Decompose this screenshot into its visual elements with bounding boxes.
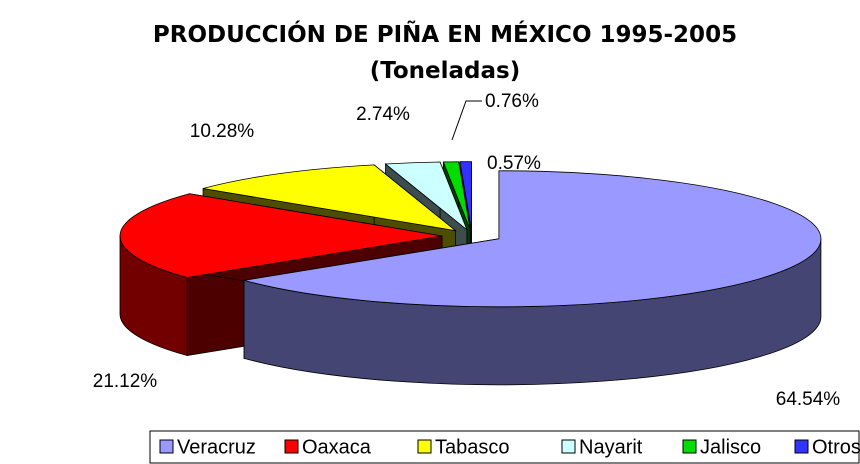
legend-swatch: [561, 439, 576, 454]
legend-swatch: [284, 439, 299, 454]
value-label: 0.76%: [485, 91, 539, 112]
value-label: 0.57%: [487, 153, 541, 174]
value-labels: 64.54% 21.12% 10.28% 2.74% 0.76% 0.57%: [93, 91, 841, 410]
legend: Veracruz Oaxaca Tabasco Nayarit Jalisco Otros: [159, 436, 860, 458]
legend-label: Otros: [812, 436, 860, 458]
slice: [202, 164, 458, 232]
pie: [119, 161, 822, 386]
legend-swatch: [159, 439, 174, 454]
chart-subtitle: (Toneladas): [370, 58, 521, 84]
slice: [119, 193, 443, 278]
chart-title: PRODUCCIÓN DE PIÑA EN MÉXICO 1995-2005: [153, 20, 737, 48]
value-label: 10.28%: [190, 121, 255, 142]
legend-swatch: [682, 439, 697, 454]
legend-box: [149, 430, 860, 464]
legend-label: Veracruz: [177, 436, 256, 458]
legend-label: Oaxaca: [302, 436, 372, 458]
legend-swatch: [417, 439, 432, 454]
legend-label: Tabasco: [435, 436, 510, 458]
slice: [243, 170, 822, 308]
leader-line: [451, 100, 482, 141]
slice: [384, 161, 468, 232]
legend-label: Nayarit: [579, 436, 643, 458]
legend-swatch: [794, 439, 809, 454]
value-label: 64.54%: [776, 389, 841, 410]
legend-label: Jalisco: [700, 436, 761, 458]
value-label: 2.74%: [356, 104, 410, 125]
slice: [459, 161, 472, 230]
slice: [442, 161, 471, 230]
value-label: 21.12%: [93, 371, 158, 392]
